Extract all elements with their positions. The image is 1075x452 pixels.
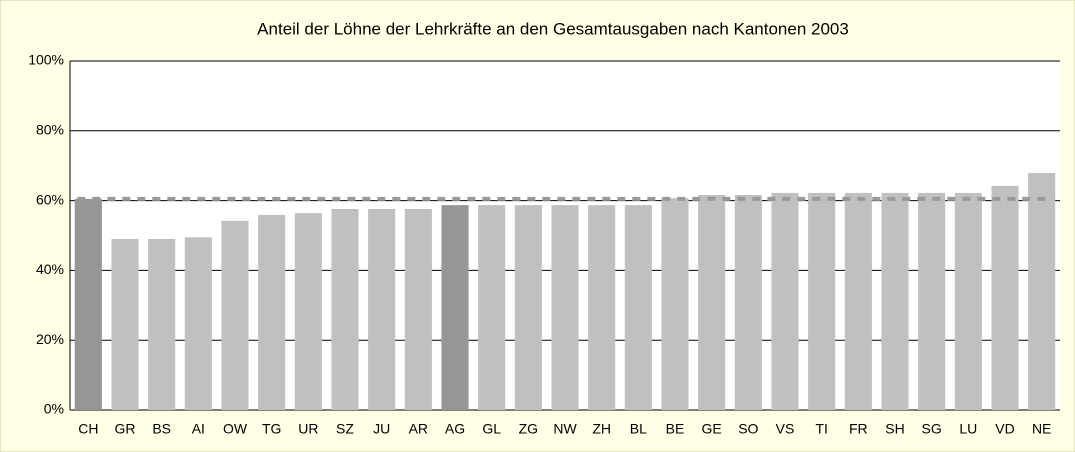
- y-tick-label: 40%: [36, 261, 64, 277]
- bar: [221, 220, 249, 410]
- x-tick-label: BE: [666, 421, 685, 437]
- bar: [881, 192, 909, 410]
- x-tick-label: VD: [995, 421, 1014, 437]
- bar: [331, 208, 359, 410]
- bar: [771, 192, 799, 410]
- x-tick-label: SH: [885, 421, 904, 437]
- x-tick-label: AR: [409, 421, 428, 437]
- bar: [184, 237, 212, 410]
- x-tick-label: UR: [298, 421, 318, 437]
- bar: [734, 195, 762, 410]
- x-tick-label: NE: [1032, 421, 1051, 437]
- y-tick-label: 0%: [44, 401, 64, 417]
- x-tick-label: GL: [482, 421, 501, 437]
- bar: [918, 192, 946, 410]
- bar: [624, 205, 652, 410]
- x-tick-label: SG: [922, 421, 942, 437]
- x-tick-label: BS: [152, 421, 171, 437]
- bar: [74, 198, 102, 410]
- x-tick-label: LU: [959, 421, 977, 437]
- bar: [698, 195, 726, 410]
- x-tick-label: GR: [115, 421, 136, 437]
- bar: [588, 205, 616, 410]
- bar: [368, 208, 396, 410]
- x-tick-label: CH: [78, 421, 98, 437]
- y-tick-label: 80%: [36, 122, 64, 138]
- x-tick-label: SZ: [336, 421, 354, 437]
- x-tick-label: SO: [738, 421, 758, 437]
- y-tick-label: 100%: [28, 52, 64, 68]
- x-tick-label: VS: [776, 421, 795, 437]
- bar: [514, 205, 542, 410]
- bar: [991, 185, 1019, 410]
- x-tick-label: JU: [373, 421, 390, 437]
- x-tick-label: NW: [553, 421, 577, 437]
- bar: [844, 192, 872, 410]
- x-tick-label: OW: [223, 421, 248, 437]
- bar: [148, 238, 176, 410]
- chart-title: Anteil der Löhne der Lehrkräfte an den G…: [257, 19, 849, 38]
- x-tick-label: FR: [849, 421, 868, 437]
- x-tick-label: TI: [815, 421, 827, 437]
- x-tick-label: AG: [445, 421, 465, 437]
- x-tick-label: ZH: [592, 421, 611, 437]
- bar: [294, 213, 322, 410]
- x-tick-label: ZG: [519, 421, 538, 437]
- bar: [661, 198, 689, 410]
- bar: [1028, 173, 1056, 410]
- bar: [478, 205, 506, 410]
- bar: [808, 192, 836, 410]
- bar: [441, 205, 469, 410]
- bar: [111, 238, 139, 410]
- x-tick-label: GE: [702, 421, 722, 437]
- bar: [954, 192, 982, 410]
- bar: [551, 205, 579, 410]
- bar: [258, 214, 286, 410]
- x-tick-label: BL: [630, 421, 647, 437]
- y-tick-label: 20%: [36, 331, 64, 347]
- x-tick-label: TG: [262, 421, 281, 437]
- y-tick-label: 60%: [36, 191, 64, 207]
- x-tick-label: AI: [192, 421, 205, 437]
- bar: [404, 208, 432, 410]
